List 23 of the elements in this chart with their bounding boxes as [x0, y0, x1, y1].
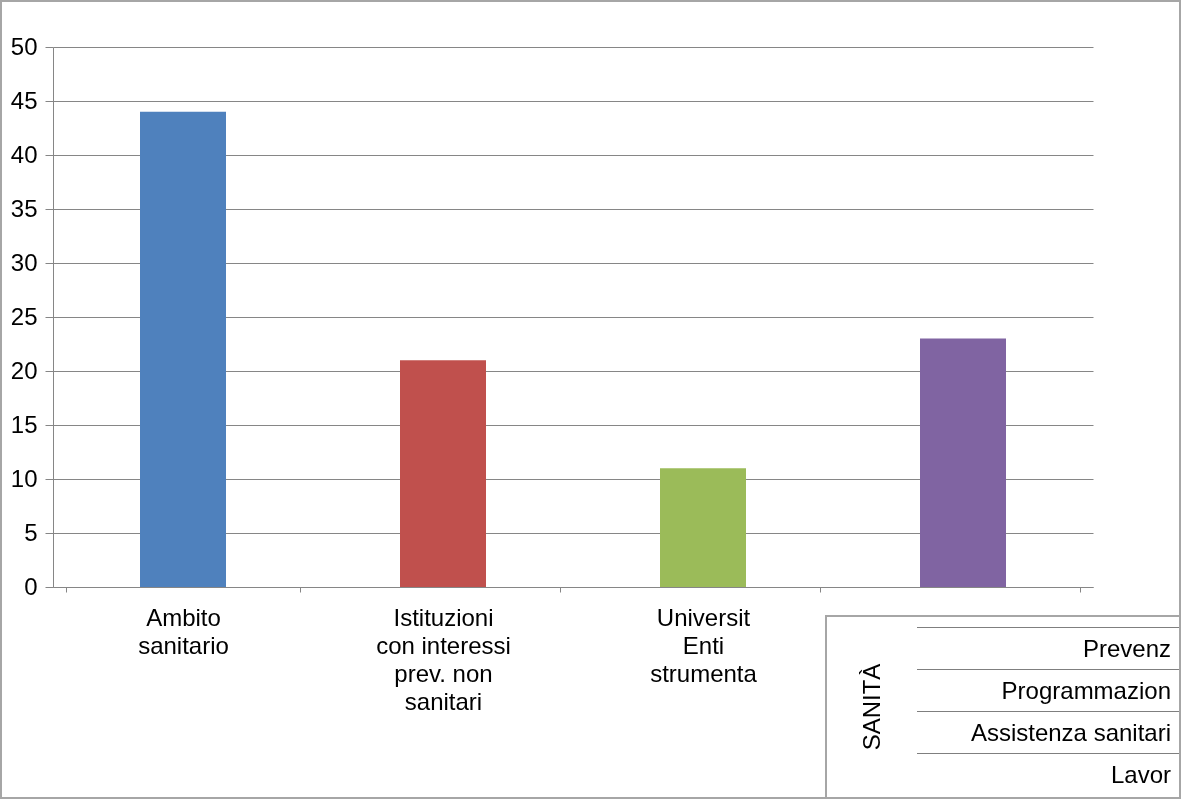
text: SANITÀ: [858, 663, 886, 751]
y-tick-label: 5: [24, 518, 38, 546]
x-tick-label: Istituzioni con interessi prev. non sanitari: [376, 603, 511, 715]
bar: [140, 111, 226, 587]
text: Prevenz: [917, 627, 1179, 670]
bar: [400, 360, 486, 587]
x-tick-label: Ambito sanitario: [138, 603, 229, 659]
y-tick-label: 40: [10, 140, 38, 168]
y-tick-label: 0: [24, 572, 38, 600]
bar: [920, 338, 1006, 587]
y-tick-label: 15: [10, 410, 38, 438]
y-tick-label: 25: [10, 302, 38, 330]
x-tick-label: Universit Enti strumenta: [650, 603, 758, 687]
text: Programmazion: [917, 669, 1179, 712]
y-tick-label: 20: [10, 356, 38, 384]
text: Assistenza sanitari: [917, 711, 1179, 754]
y-tick-label: 10: [10, 464, 38, 492]
bar: [660, 468, 746, 587]
text: Lavor: [917, 753, 1179, 796]
y-tick-label: 45: [10, 86, 38, 114]
y-tick-label: 30: [10, 248, 38, 276]
y-tick-label: 50: [10, 32, 38, 60]
y-tick-label: 35: [10, 194, 38, 222]
